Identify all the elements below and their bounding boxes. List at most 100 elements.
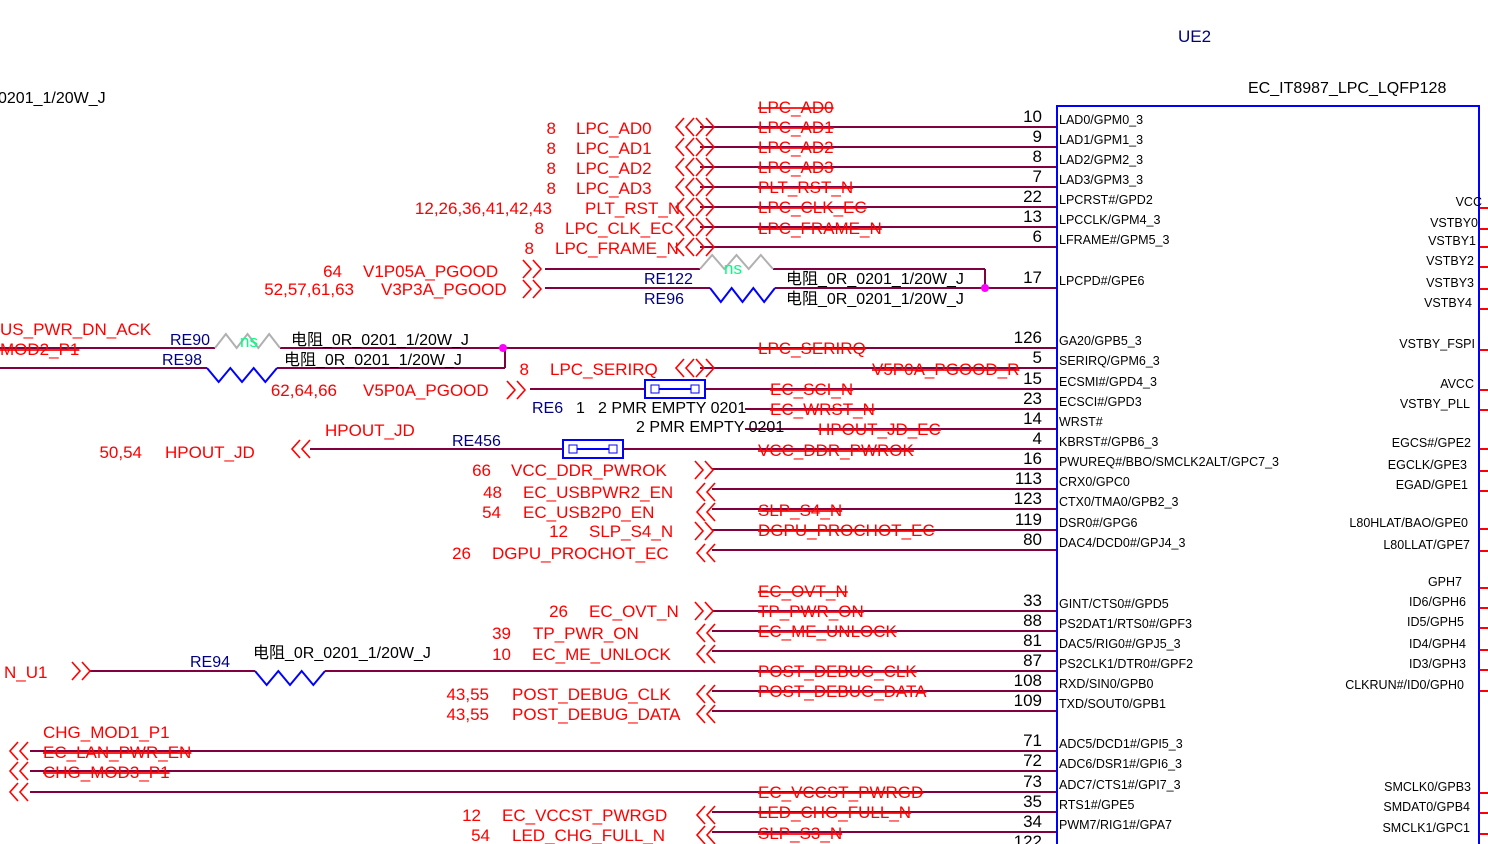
offpage-connector-icon[interactable]: [674, 157, 685, 177]
offpage-net-name: EC_VCCST_PWRGD: [502, 806, 667, 825]
offpage-connector-icon[interactable]: [705, 482, 716, 502]
pin-name: SMCLK1/GPC1: [1382, 821, 1470, 835]
offpage-connector-icon[interactable]: [674, 177, 685, 197]
offpage-connector-icon[interactable]: [705, 237, 716, 257]
offpage-connector-icon[interactable]: [684, 197, 695, 217]
offpage-connector-icon[interactable]: [705, 543, 716, 563]
offpage-connector-icon[interactable]: [695, 237, 706, 257]
offpage-connector-icon[interactable]: [695, 623, 706, 643]
offpage-connector-icon[interactable]: [695, 543, 706, 563]
offpage-connector-icon[interactable]: [705, 644, 716, 664]
offpage-connector-icon[interactable]: [674, 117, 685, 137]
offpage-connector-icon[interactable]: [705, 684, 716, 704]
offpage-connector-icon[interactable]: [18, 782, 29, 802]
offpage-connector-icon[interactable]: [704, 460, 715, 480]
not-stuffed-mark: ns: [240, 332, 258, 351]
offpage-connector-icon[interactable]: [704, 521, 715, 541]
offpage-connector-icon[interactable]: [684, 157, 695, 177]
offpage-connector-icon[interactable]: [705, 825, 716, 844]
offpage-connector-icon[interactable]: [694, 601, 705, 621]
offpage-connector-icon[interactable]: [684, 237, 695, 257]
offpage-connector-icon[interactable]: [684, 358, 695, 378]
offpage-connector-icon[interactable]: [695, 177, 706, 197]
offpage-connector-icon[interactable]: [506, 380, 517, 400]
net-label: SLP_S4_N: [758, 501, 842, 520]
offpage-connector-icon[interactable]: [684, 117, 695, 137]
offpage-connector-icon[interactable]: [705, 502, 716, 522]
offpage-connector-icon[interactable]: [18, 761, 29, 781]
offpage-connector-icon[interactable]: [516, 380, 527, 400]
offpage-page-ref: 8: [547, 119, 556, 138]
offpage-connector-icon[interactable]: [705, 117, 716, 137]
resistor-symbol[interactable]: [254, 669, 326, 687]
offpage-connector-icon[interactable]: [522, 279, 533, 299]
offpage-connector-icon[interactable]: [674, 237, 685, 257]
offpage-connector-icon[interactable]: [704, 601, 715, 621]
offpage-connector-icon[interactable]: [695, 644, 706, 664]
offpage-connector-icon[interactable]: [695, 482, 706, 502]
offpage-connector-icon[interactable]: [705, 217, 716, 237]
offpage-connector-icon[interactable]: [695, 197, 706, 217]
offpage-connector-icon[interactable]: [290, 439, 301, 459]
offpage-connector-icon[interactable]: [705, 157, 716, 177]
offpage-connector-icon[interactable]: [705, 623, 716, 643]
pin-name: PWUREQ#/BBO/SMCLK2ALT/GPC7_3: [1059, 455, 1279, 469]
net-label: VCC_DDR_PWROK: [758, 441, 915, 460]
offpage-page-ref: 54: [482, 503, 501, 522]
offpage-connector-icon[interactable]: [695, 805, 706, 825]
offpage-connector-icon[interactable]: [8, 741, 19, 761]
pin-number: 14: [1023, 409, 1042, 428]
net-label: POST_DEBUG_CLK: [758, 662, 917, 681]
offpage-connector-icon[interactable]: [674, 217, 685, 237]
net-label: LPC_AD1: [758, 118, 834, 137]
offpage-connector-icon[interactable]: [18, 741, 29, 761]
pin-number: 123: [1014, 489, 1042, 508]
offpage-connector-icon[interactable]: [705, 177, 716, 197]
offpage-connector-icon[interactable]: [674, 358, 685, 378]
offpage-connector-icon[interactable]: [705, 704, 716, 724]
offpage-connector-icon[interactable]: [674, 197, 685, 217]
offpage-connector-icon[interactable]: [694, 521, 705, 541]
offpage-connector-icon[interactable]: [684, 137, 695, 157]
edge-net-label: US_PWR_DN_ACK: [0, 320, 152, 339]
jumper-symbol[interactable]: [562, 439, 624, 459]
offpage-connector-icon[interactable]: [705, 137, 716, 157]
offpage-connector-icon[interactable]: [684, 217, 695, 237]
offpage-connector-icon[interactable]: [695, 502, 706, 522]
offpage-net-name: POST_DEBUG_DATA: [512, 705, 681, 724]
ic-body[interactable]: [1056, 105, 1480, 844]
pin-name: GA20/GPB5_3: [1059, 334, 1142, 348]
offpage-connector-icon[interactable]: [695, 217, 706, 237]
offpage-connector-icon[interactable]: [71, 661, 82, 681]
offpage-connector-icon[interactable]: [522, 259, 533, 279]
offpage-connector-icon[interactable]: [674, 137, 685, 157]
jumper-symbol[interactable]: [644, 379, 706, 399]
offpage-connector-icon[interactable]: [684, 177, 695, 197]
offpage-connector-icon[interactable]: [695, 684, 706, 704]
offpage-connector-icon[interactable]: [695, 137, 706, 157]
offpage-connector-icon[interactable]: [705, 358, 716, 378]
offpage-connector-icon[interactable]: [81, 661, 92, 681]
offpage-connector-icon[interactable]: [8, 782, 19, 802]
offpage-connector-icon[interactable]: [695, 704, 706, 724]
offpage-page-ref: 12: [462, 806, 481, 825]
net-label: SLP_S3_N: [758, 824, 842, 843]
offpage-connector-icon[interactable]: [695, 157, 706, 177]
resistor-symbol[interactable]: [214, 332, 281, 350]
offpage-connector-icon[interactable]: [8, 761, 19, 781]
offpage-connector-icon[interactable]: [695, 825, 706, 844]
resistor-symbol[interactable]: [709, 286, 776, 304]
offpage-connector-icon[interactable]: [532, 259, 543, 279]
part-value: 电阻_0R_0201_1/20W_J: [284, 351, 462, 369]
net-label: DGPU_PROCHOT_EC: [758, 521, 935, 540]
offpage-connector-icon[interactable]: [694, 460, 705, 480]
pin-name: ADC5/DCD1#/GPI5_3: [1059, 737, 1183, 751]
offpage-connector-icon[interactable]: [695, 358, 706, 378]
offpage-connector-icon[interactable]: [300, 439, 311, 459]
resistor-symbol[interactable]: [699, 253, 774, 271]
offpage-connector-icon[interactable]: [695, 117, 706, 137]
offpage-connector-icon[interactable]: [532, 279, 543, 299]
offpage-connector-icon[interactable]: [705, 197, 716, 217]
resistor-symbol[interactable]: [206, 366, 278, 384]
offpage-connector-icon[interactable]: [705, 805, 716, 825]
